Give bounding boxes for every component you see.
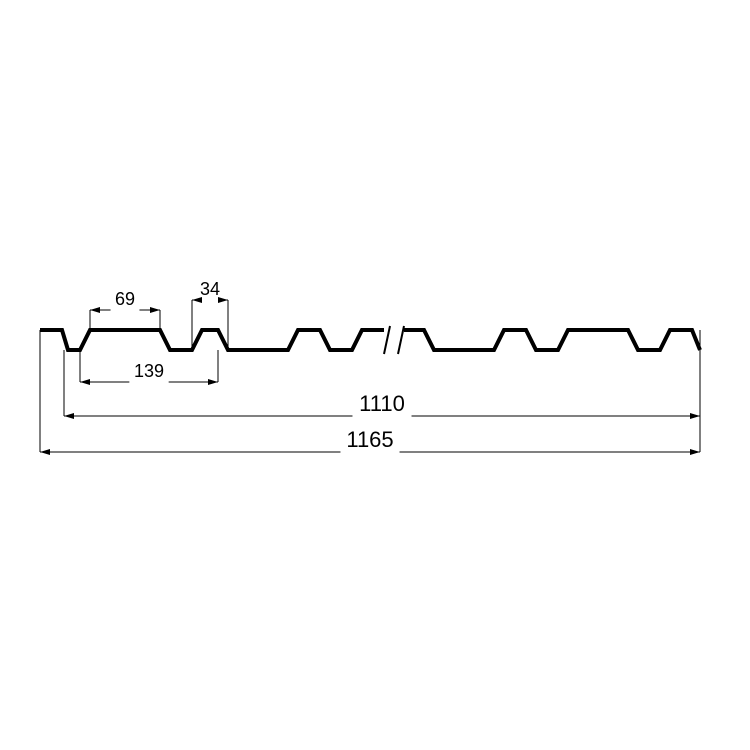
dimension-arrowhead: [690, 413, 700, 419]
dimension-arrowhead: [150, 307, 160, 313]
profile-break-slash-0: [384, 326, 390, 354]
dimension-value: 1165: [346, 427, 393, 452]
dimension-arrowhead: [218, 297, 228, 303]
profile-cross-section-diagram: 69 34 139 1110 1165: [0, 0, 750, 750]
profile-path-left: [40, 330, 384, 350]
dimension-value: 139: [134, 361, 164, 381]
dimension-arrowhead: [64, 413, 74, 419]
dimension-arrowhead: [192, 297, 202, 303]
dimension-arrowhead: [90, 307, 100, 313]
dimension-arrowhead: [80, 379, 90, 385]
dimension-value: 1110: [359, 391, 405, 416]
profile-break-slash-1: [398, 326, 404, 354]
dim-69: 69: [90, 289, 160, 330]
profile-path-right: [404, 330, 700, 350]
dimension-arrowhead: [40, 449, 50, 455]
dim-139: 139: [80, 350, 218, 382]
dimension-value: 34: [200, 279, 220, 299]
dim-1110: 1110: [64, 350, 700, 416]
dimension-arrowhead: [690, 449, 700, 455]
dimension-arrowhead: [208, 379, 218, 385]
dimension-value: 69: [115, 289, 135, 309]
